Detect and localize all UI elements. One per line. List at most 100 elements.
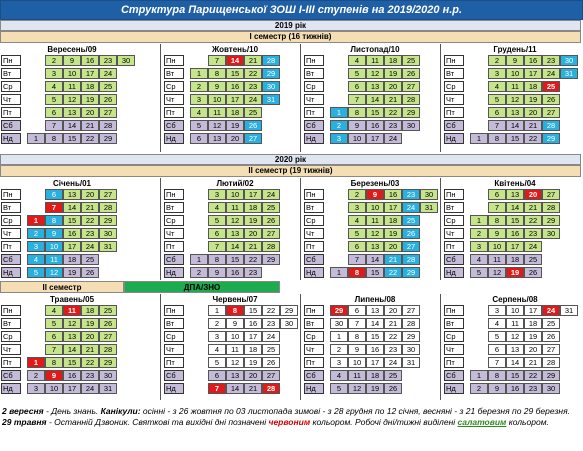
week-row: Вт 5 12 19 26 <box>1 318 143 330</box>
week-row: Пт 3 10 17 24 31 <box>304 357 446 369</box>
day-cell: 23 <box>542 55 560 66</box>
day-cell <box>470 94 488 105</box>
week-row: Пт 3 10 17 24 <box>444 241 583 253</box>
day-cell: 4 <box>45 81 63 92</box>
day-cell: 24 <box>542 305 560 316</box>
notes-text-3: - Останній Дзвоник. Святкові та вихідні … <box>46 417 269 427</box>
month-block: Липень/08 Пн 29 6 13 20 27 Вт 30 7 14 21 28 Ср 1 8 15 22 2… <box>304 294 446 396</box>
day-cell: 8 <box>208 254 226 265</box>
day-cell: 31 <box>262 94 280 105</box>
day-cell: 21 <box>81 202 99 213</box>
day-cell: 20 <box>384 241 402 252</box>
month-block: Січень/01 Пн 6 13 20 27 Вт 7 14 21 28 Ср 1 8 15 22 29 Чт 2… <box>1 178 143 280</box>
week-row: Чт 2 9 16 23 30 <box>304 344 446 356</box>
day-cell: 5 <box>348 68 366 79</box>
day-cell: 23 <box>99 55 117 66</box>
day-cell: 10 <box>208 94 226 105</box>
day-cell: 31 <box>99 383 117 394</box>
day-cell: 26 <box>542 331 560 342</box>
day-cell: 17 <box>524 68 542 79</box>
day-cell: 20 <box>524 107 542 118</box>
month-block: Березень/03 Пн 2 9 16 23 30 Вт 3 10 17 24 31 Ср 4 11 18 2… <box>304 178 446 280</box>
day-cell: 22 <box>81 357 99 368</box>
day-label: Чт <box>1 228 21 239</box>
day-cell: 10 <box>348 357 366 368</box>
week-row: Пт 6 13 20 27 <box>444 107 583 119</box>
month-block: Жовтень/10 Пн 7 14 21 28 Вт 1 8 15 22 29 Ср 2 9 16 23 30 Ч… <box>164 44 306 146</box>
day-cell <box>542 267 560 278</box>
week-row: Нд 5 12 19 26 <box>1 267 143 279</box>
day-cell: 20 <box>384 305 402 316</box>
day-cell: 18 <box>244 344 262 355</box>
day-cell: 5 <box>470 267 488 278</box>
day-cell: 5 <box>190 120 208 131</box>
month-block: Серпень/08 Пн 3 10 17 24 31 Вт 4 11 18 25 Ср 5 12 19 26 Ч… <box>444 294 583 396</box>
day-cell <box>117 81 135 92</box>
day-label: Ср <box>304 215 324 226</box>
day-cell: 9 <box>63 55 81 66</box>
day-label: Пн <box>164 305 184 316</box>
day-label: Вт <box>164 68 184 79</box>
day-cell: 26 <box>542 94 560 105</box>
day-cell: 16 <box>63 228 81 239</box>
notes-text-5: кольором. <box>506 417 549 427</box>
day-cell: 23 <box>81 228 99 239</box>
day-cell <box>560 107 578 118</box>
day-cell: 11 <box>63 81 81 92</box>
day-cell: 12 <box>506 331 524 342</box>
day-cell: 18 <box>524 318 542 329</box>
day-cell: 13 <box>226 370 244 381</box>
day-cell: 26 <box>402 68 420 79</box>
day-cell: 5 <box>488 331 506 342</box>
day-cell: 18 <box>244 202 262 213</box>
day-cell: 17 <box>63 383 81 394</box>
day-cell: 8 <box>348 107 366 118</box>
day-label: Сб <box>304 254 324 265</box>
day-cell: 16 <box>366 344 384 355</box>
day-cell: 8 <box>45 215 63 226</box>
day-cell: 2 <box>470 383 488 394</box>
day-cell: 7 <box>348 254 366 265</box>
day-cell: 7 <box>208 55 226 66</box>
week-row: Вт 1 8 15 22 29 <box>164 68 306 80</box>
day-cell: 2 <box>190 81 208 92</box>
day-cell: 13 <box>63 189 81 200</box>
notes-last-bell-date: 29 травня <box>2 417 47 427</box>
day-cell: 1 <box>470 370 488 381</box>
day-cell: 2 <box>27 370 45 381</box>
day-cell: 4 <box>470 254 488 265</box>
day-label: Сб <box>444 370 464 381</box>
day-cell <box>470 68 488 79</box>
day-cell: 11 <box>366 215 384 226</box>
day-cell <box>560 94 578 105</box>
day-cell: 2 <box>208 318 226 329</box>
semester-2-band: ІІ семестр (19 тижнів) <box>0 165 581 177</box>
day-cell <box>542 254 560 265</box>
day-cell <box>262 107 280 118</box>
week-row: Сб 7 14 21 28 <box>1 120 143 132</box>
day-cell: 13 <box>226 228 244 239</box>
day-label: Вт <box>304 202 324 213</box>
day-cell: 16 <box>506 228 524 239</box>
day-cell: 28 <box>262 55 280 66</box>
day-cell: 1 <box>27 133 45 144</box>
day-cell <box>280 241 298 252</box>
day-cell: 7 <box>45 202 63 213</box>
day-cell: 27 <box>542 344 560 355</box>
day-cell: 26 <box>402 228 420 239</box>
day-label: Ср <box>164 331 184 342</box>
day-cell: 24 <box>384 357 402 368</box>
day-cell <box>27 55 45 66</box>
day-cell: 16 <box>226 81 244 92</box>
day-cell: 23 <box>524 383 542 394</box>
day-cell: 28 <box>99 202 117 213</box>
day-cell: 4 <box>208 202 226 213</box>
day-cell: 31 <box>560 305 578 316</box>
day-cell: 30 <box>117 55 135 66</box>
day-cell: 3 <box>190 94 208 105</box>
day-cell: 14 <box>226 241 244 252</box>
day-cell: 21 <box>384 254 402 265</box>
notes-text-1: - День знань. <box>43 406 101 416</box>
day-cell: 17 <box>226 94 244 105</box>
day-label: Вт <box>164 202 184 213</box>
